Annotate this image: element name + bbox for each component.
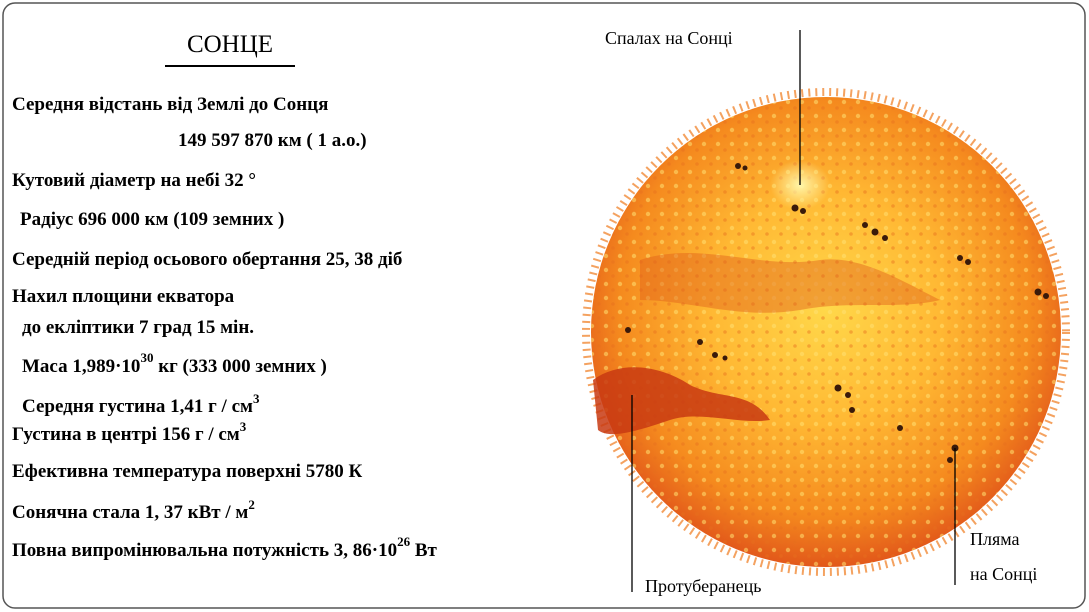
fact-text: Середня густина 1,41 г / см [22, 396, 253, 417]
fact-sup: 30 [140, 350, 153, 365]
fact-text: кг (333 000 земних ) [153, 356, 326, 377]
fact-sup: 3 [240, 419, 247, 434]
fact-text: Маса 1,989·10 [22, 356, 140, 377]
fact-text: Нахил площини екватора [12, 286, 235, 307]
prominence-label: Протуберанець [645, 576, 762, 596]
fact-text: Повна випромінювальна потужність 3, 86·1… [12, 540, 397, 561]
fact: Ефективна температура поверхні 5780 К [12, 461, 362, 482]
fact: Середня відстань від Землі до Сонця [12, 94, 328, 115]
fact: Середній період осьового обертання 25, 3… [12, 249, 402, 270]
fact-text: Ефективна температура поверхні 5780 К [12, 461, 362, 482]
fact-sup: 3 [253, 391, 260, 406]
infographic: СОНЦЕ Середня відстань від Землі до Сонц… [0, 0, 1089, 612]
fact-text: Вт [410, 540, 437, 561]
fact-text: Радіус 696 000 км (109 земних ) [20, 209, 284, 230]
fact-text: Середній період осьового обертання 25, 3… [12, 249, 402, 270]
fact-text: до екліптики 7 град 15 мін. [22, 317, 254, 338]
fact-text: Кутовий діаметр на небі 32 ° [12, 170, 256, 191]
fact-text: 149 597 870 км ( 1 а.о.) [178, 130, 367, 151]
spot-label: на Сонці [970, 564, 1037, 584]
page: {"title": "СОНЦЕ", "facts": [ {"text": "… [0, 0, 1089, 612]
flare-label: Спалах на Сонці [605, 28, 733, 48]
fact-sup: 26 [397, 534, 411, 549]
fact-text: Густина в центрі 156 г / см [12, 424, 240, 445]
title: СОНЦЕ [187, 31, 273, 58]
fact: 149 597 870 км ( 1 а.о.) [178, 130, 367, 151]
fact-text: Середня відстань від Землі до Сонця [12, 94, 328, 115]
fact: Кутовий діаметр на небі 32 ° [12, 170, 256, 191]
fact-text: Сонячна стала 1, 37 кВт / м [12, 502, 248, 523]
fact: Радіус 696 000 км (109 земних ) [20, 209, 284, 230]
fact: Нахил площини екватора [12, 286, 235, 307]
fact-sup: 2 [248, 497, 255, 512]
fact: до екліптики 7 град 15 мін. [22, 317, 254, 338]
spot-label: Пляма [970, 529, 1020, 549]
